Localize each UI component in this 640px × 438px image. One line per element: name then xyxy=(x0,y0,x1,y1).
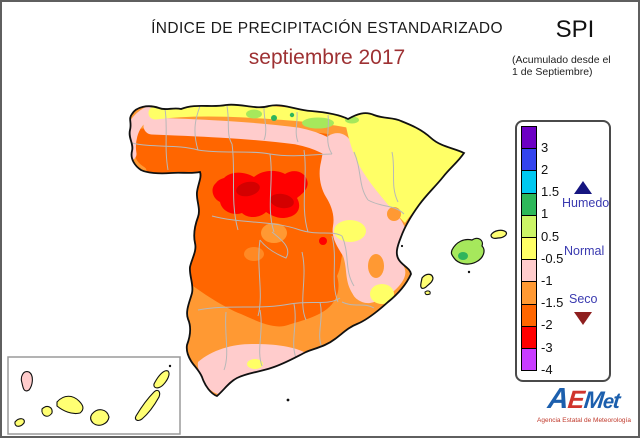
legend-color-cell xyxy=(521,148,537,172)
legend-tick-label: -4 xyxy=(541,361,553,377)
spi-zone-normal-yellow-ne xyxy=(344,112,464,223)
legend-color-cell xyxy=(521,325,537,349)
legend-color-cell xyxy=(521,126,537,150)
legend-tick-label: -3 xyxy=(541,339,553,355)
mainland-coastline xyxy=(128,103,466,398)
month-subtitle: septiembre 2017 xyxy=(248,46,406,69)
legend-color-cell xyxy=(521,281,537,305)
spi-zone-dry-3 xyxy=(212,170,308,219)
seco-label: Seco xyxy=(569,292,598,306)
island-el-hierro xyxy=(14,418,25,427)
spi-zone-normal-pink-east xyxy=(319,133,407,304)
island-formentera xyxy=(424,290,431,296)
aemet-letter: t xyxy=(611,388,621,413)
legend-tick-label: -1 xyxy=(541,272,553,288)
spi-index-label: SPI xyxy=(555,16,595,43)
spi-yellow-blob-inland xyxy=(334,220,366,242)
humedo-up-triangle-icon xyxy=(574,181,592,194)
aemet-tagline: Agencia Estatal de Meteorología xyxy=(537,417,631,424)
island-tenerife xyxy=(56,395,84,415)
legend-tick-label: 1 xyxy=(541,206,549,222)
spi-red-spot-teruel xyxy=(319,237,327,245)
legend-tick-label: -0.5 xyxy=(541,250,564,266)
legend-color-cell xyxy=(521,348,537,372)
island-la-gomera xyxy=(41,405,53,417)
aemet-wordmark: AEMet xyxy=(530,383,638,419)
legend-color-cell xyxy=(521,214,537,238)
accumulation-note-line1: (Acumulado desde el xyxy=(512,54,611,66)
legend-tick-label: -2 xyxy=(541,317,553,333)
legend-tick-label: -1.5 xyxy=(541,295,564,311)
island-mallorca xyxy=(450,237,485,265)
island-menorca xyxy=(490,229,508,239)
legend-color-cell xyxy=(521,259,537,283)
humedo-label: Humedo xyxy=(562,196,610,210)
balearic-islands xyxy=(420,229,508,296)
legend-tick-label: 1.5 xyxy=(541,184,560,200)
legend-color-cell xyxy=(521,237,537,261)
accumulation-note-line2: 1 de Septiembre) xyxy=(512,66,593,78)
spi-yellow-cape-alicante xyxy=(370,284,394,304)
normal-label: Normal xyxy=(564,244,605,258)
spi-color-legend: 3 2 1.5 1 0.5 -0.5 -1 -1.5 -2 -3 -4 Humedo Normal … xyxy=(515,120,611,382)
legend-tick-label: 3 xyxy=(541,139,549,155)
canary-islands-inset xyxy=(7,356,181,435)
spi-zone-pink-south-coast xyxy=(197,344,311,395)
aemet-logo: AEMet Agencia Estatal de Meteorología xyxy=(530,383,638,424)
page-title: ÍNDICE DE PRECIPITACIÓN ESTANDARIZADO xyxy=(151,20,503,37)
island-la-palma xyxy=(20,371,33,392)
legend-color-cell xyxy=(521,303,537,327)
island-fuerteventura xyxy=(134,389,161,421)
legend-color-cell xyxy=(521,192,537,216)
spi-yellow-spot-south xyxy=(247,359,263,369)
island-lanzarote xyxy=(153,370,170,389)
province-borders xyxy=(131,105,405,371)
seco-down-triangle-icon xyxy=(574,312,592,325)
legend-tick-label: 2 xyxy=(541,161,549,177)
island-gran-canaria xyxy=(90,409,110,426)
island-ibiza xyxy=(420,273,434,289)
legend-color-cell xyxy=(521,170,537,194)
legend-tick-label: 0.5 xyxy=(541,228,560,244)
